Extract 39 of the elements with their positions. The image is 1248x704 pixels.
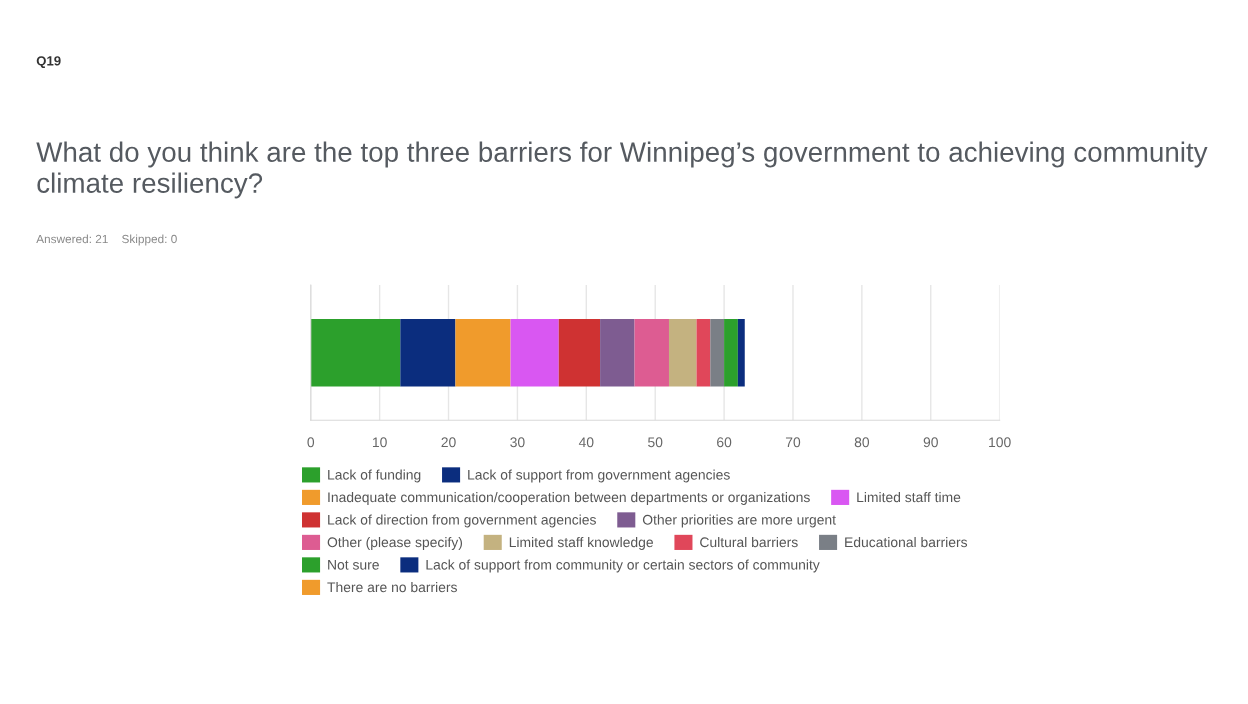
- x-tick-label: 70: [785, 437, 801, 448]
- x-tick-label: 0: [307, 437, 315, 448]
- bar: [710, 318, 725, 387]
- legend-label: Lack of support from community or certain sectors of community: [426, 559, 820, 573]
- legend-label: Other (please specify): [327, 536, 463, 550]
- x-tick-label: 20: [441, 437, 456, 448]
- text: Q19: [36, 56, 61, 69]
- bar: [634, 318, 669, 387]
- legend-label: Educational barriers: [845, 536, 968, 548]
- legend-label: Cultural barriers: [700, 536, 798, 548]
- x-tick-label: 90: [923, 437, 938, 448]
- legend-label: Lack of support from government agencies: [468, 469, 730, 483]
- bar: [400, 318, 456, 387]
- legend-label: Limited staff time: [857, 491, 961, 503]
- x-tick-label: 10: [372, 437, 387, 448]
- x-tick-label: 30: [510, 437, 525, 448]
- x-tick-label: 50: [648, 437, 663, 448]
- bar: [510, 318, 559, 387]
- x-tick-label: 100: [989, 437, 1011, 448]
- legend-label: Lack of direction from government agencies: [328, 514, 596, 528]
- bar: [724, 318, 738, 387]
- legend-label: Lack of funding: [328, 469, 421, 483]
- bar: [696, 318, 711, 387]
- x-tick-label: 60: [717, 437, 732, 448]
- bar: [668, 318, 697, 387]
- bar: [455, 318, 511, 387]
- bar: [600, 318, 635, 387]
- legend-label: Other priorities are more urgent: [642, 514, 836, 528]
- legend-label: Not sure: [328, 560, 379, 570]
- legend-label: There are no barriers: [327, 581, 457, 593]
- legend-label: Limited staff knowledge: [509, 536, 653, 550]
- bar: [737, 318, 745, 387]
- text: Answered: 21 Skipped: 0: [36, 234, 177, 246]
- x-tick-label: 80: [854, 437, 870, 448]
- bar: [310, 318, 401, 387]
- legend-label: Inadequate communication/cooperation between departments or organizations: [328, 491, 810, 505]
- bar: [558, 318, 601, 387]
- chart-title: What do you think are the top three barriers for Winnipeg’s government to achieving community climate resiliency?: [36, 141, 1208, 199]
- x-tick-label: 40: [578, 437, 594, 448]
